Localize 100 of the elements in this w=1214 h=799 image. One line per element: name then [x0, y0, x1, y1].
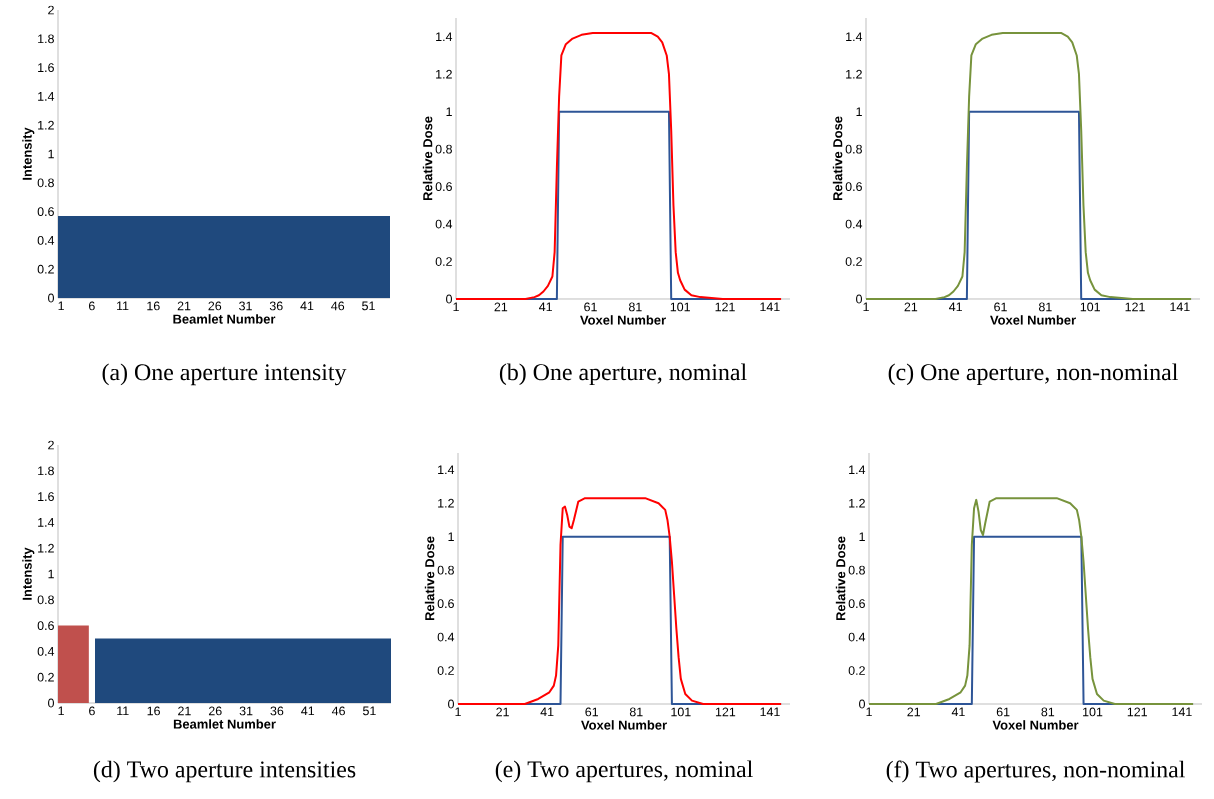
x-tick-label: 16	[147, 706, 160, 716]
y-tick-label: 0.6	[437, 599, 454, 609]
y-tick-label: 1.6	[38, 63, 54, 73]
x-tick-label: 31	[239, 706, 253, 716]
y-tick-label: 1.4	[849, 465, 866, 475]
y-axis-title: Relative Dose	[832, 116, 843, 201]
y-tick-label: 0.6	[37, 621, 54, 631]
x-tick-label: 46	[331, 301, 345, 311]
y-tick-label: 1.4	[438, 465, 455, 475]
text: (c) One aperture, non-nominal	[888, 363, 1178, 386]
y-tick-label: 1.6	[38, 492, 54, 502]
y-tick-label: 2	[48, 5, 54, 15]
x-tick-label: 6	[89, 706, 95, 716]
x-tick-label: 61	[584, 302, 597, 312]
y-tick-label: 1	[446, 107, 452, 116]
y-tick-label: 1.2	[436, 69, 452, 79]
x-tick-label: 121	[715, 302, 735, 312]
y-tick-label: 0.4	[848, 632, 866, 642]
y-tick-label: 0	[859, 699, 865, 709]
x-tick-label: 11	[117, 301, 129, 311]
y-tick-label: 1.2	[849, 498, 865, 508]
x-tick-label: 6	[88, 301, 95, 311]
y-tick-label: 0.2	[435, 257, 452, 266]
y-tick-label: 0.4	[435, 219, 453, 229]
x-tick-label: 16	[147, 301, 160, 311]
y-tick-label: 1	[448, 532, 454, 541]
y-tick-label: 1.2	[438, 498, 454, 508]
y-tick-label: 0.6	[37, 207, 54, 217]
x-tick-label: 41	[540, 707, 554, 717]
x-tick-label: 21	[904, 302, 918, 312]
x-tick-label: 46	[331, 706, 345, 716]
x-tick-label: 101	[1083, 707, 1103, 717]
x-tick-label: 36	[269, 301, 283, 311]
x-tick-label: 11	[117, 706, 129, 716]
y-tick-label: 1.8	[38, 466, 54, 476]
y-tick-label: 0	[448, 699, 454, 709]
y-tick-label: 0	[48, 293, 54, 303]
y-tick-label: 1	[48, 149, 54, 159]
y-tick-label: 0.2	[37, 672, 54, 682]
y-tick-label: 1.8	[38, 34, 54, 44]
x-tick-label: 51	[362, 706, 376, 716]
y-tick-label: 0.4	[437, 632, 455, 642]
y-tick-label: 1.4	[436, 32, 453, 42]
x-tick-label: 21	[494, 302, 508, 312]
x-tick-label: 81	[629, 707, 643, 717]
y-tick-label: 1	[859, 532, 865, 541]
y-axis-title: Intensity	[22, 547, 35, 600]
y-tick-label: 1.4	[846, 32, 863, 42]
y-tick-label: 0.8	[37, 178, 54, 188]
y-tick-label: 0.2	[845, 257, 862, 266]
x-tick-label: 121	[715, 707, 736, 717]
y-tick-label: 0.8	[437, 565, 454, 575]
y-tick-label: 0.8	[848, 565, 865, 575]
y-tick-label: 0.6	[845, 182, 862, 192]
y-tick-label: 1.2	[38, 543, 54, 553]
y-tick-label: 1	[856, 107, 862, 116]
y-tick-label: 1.2	[38, 120, 54, 130]
x-tick-label: 81	[628, 302, 642, 312]
x-tick-label: 61	[994, 302, 1007, 312]
x-tick-label: 101	[1080, 302, 1100, 312]
y-tick-label: 1.2	[846, 69, 862, 79]
x-tick-label: 81	[1041, 707, 1055, 717]
x-tick-label: 141	[1172, 707, 1192, 717]
x-tick-label: 41	[300, 301, 314, 311]
x-tick-label: 81	[1038, 302, 1052, 312]
y-tick-label: 0.2	[848, 666, 865, 675]
y-tick-label: 0.4	[845, 219, 863, 229]
x-tick-label: 21	[177, 301, 191, 311]
y-tick-label: 0.4	[37, 647, 55, 656]
x-tick-label: 21	[907, 707, 921, 717]
y-tick-label: 0.2	[37, 264, 54, 274]
y-axis-title: Relative Dose	[422, 116, 433, 201]
x-tick-label: 26	[208, 301, 222, 311]
x-tick-label: 1	[58, 301, 64, 311]
text: (d) Two aperture intensities	[93, 760, 356, 783]
x-axis-title: Voxel Number	[990, 315, 1076, 325]
x-tick-label: 141	[1170, 302, 1190, 312]
x-tick-label: 141	[760, 302, 780, 312]
x-tick-label: 121	[1127, 707, 1147, 717]
x-tick-label: 121	[1125, 302, 1145, 312]
y-tick-label: 0.8	[845, 144, 862, 154]
x-tick-label: 101	[671, 707, 691, 717]
x-tick-label: 26	[208, 706, 222, 716]
x-tick-label: 141	[760, 707, 780, 717]
x-axis-title: Beamlet Number	[173, 314, 276, 324]
y-tick-label: 0.8	[435, 144, 452, 154]
y-tick-label: 0.4	[37, 235, 55, 245]
text: (a) One aperture intensity	[102, 363, 347, 386]
y-tick-label: 1	[48, 569, 54, 579]
x-tick-label: 1	[58, 706, 64, 716]
y-tick-label: 2	[48, 440, 54, 450]
x-tick-label: 51	[362, 301, 375, 311]
x-tick-label: 31	[239, 301, 252, 311]
x-tick-label: 41	[949, 302, 962, 312]
y-tick-label: 0.8	[37, 595, 54, 605]
x-tick-label: 41	[539, 302, 552, 312]
x-tick-label: 41	[951, 707, 965, 717]
text: (b) One aperture, nominal	[499, 363, 747, 386]
text: (e) Two apertures, nominal	[495, 760, 753, 783]
text: (f) Two apertures, non-nominal	[886, 760, 1185, 783]
